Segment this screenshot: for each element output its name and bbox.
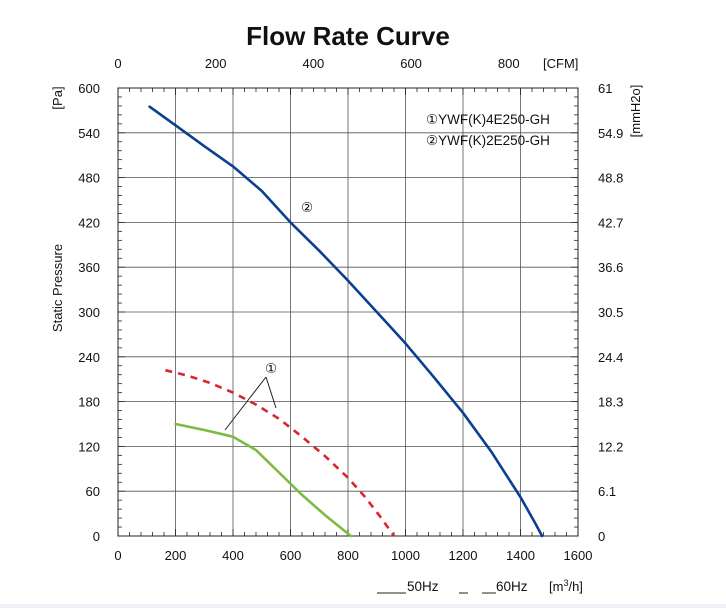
y-right-unit-label: [mmH2o] (628, 85, 643, 138)
y-right-tick-label: 36.6 (598, 260, 623, 275)
x-tick-label: 0 (114, 548, 121, 563)
y-tick-label: 480 (78, 171, 100, 186)
annotation-leader-1a (224, 376, 267, 431)
x-unit-label: [m3/h] (549, 578, 583, 594)
frequency-legend: 50Hz 60Hz (377, 579, 528, 594)
y-right-tick-label: 0 (598, 529, 605, 544)
y-right-tick-label: 30.5 (598, 305, 623, 320)
y-right-tick-label: 6.1 (598, 484, 616, 499)
x-top-unit-label: [CFM] (543, 56, 578, 71)
x-tick-label: 400 (222, 548, 244, 563)
freq-legend-50hz: 50Hz (407, 579, 439, 594)
y-tick-label: 0 (93, 529, 100, 544)
x-tick-label: 800 (337, 548, 359, 563)
y-right-tick-label: 24.4 (598, 350, 623, 365)
annotation-leader-1b (265, 376, 277, 409)
y-tick-label: 420 (78, 215, 100, 230)
legend-item-2: ②YWF(K)2E250-GH (426, 133, 550, 148)
y-right-tick-label: 42.7 (598, 215, 623, 230)
x-tick-label: 200 (165, 548, 187, 563)
series-line-3-solid (148, 105, 544, 538)
y-unit-label: [Pa] (50, 86, 65, 109)
y-axis-label: Static Pressure (50, 244, 65, 332)
x-tick-label: 1600 (564, 548, 593, 563)
y-right-tick-label: 12.2 (598, 439, 623, 454)
y-right-tick-label: 61 (598, 81, 612, 96)
x-tick-label: 1200 (449, 548, 478, 563)
legend: ①YWF(K)4E250-GH ②YWF(K)2E250-GH (426, 112, 550, 148)
y-tick-label: 600 (78, 81, 100, 96)
annotation-layer: ① ② (224, 200, 313, 431)
series-line-1-solid (174, 422, 353, 538)
bottom-strip (0, 604, 726, 608)
x-top-tick-label: 0 (114, 56, 121, 71)
series-layer (148, 105, 544, 538)
x-tick-label: 600 (280, 548, 302, 563)
x-top-tick-label: 200 (205, 56, 227, 71)
x-tick-label: 1400 (506, 548, 535, 563)
minor-ticks (117, 87, 579, 537)
y-tick-label: 120 (78, 439, 100, 454)
freq-legend-60hz: 60Hz (496, 579, 528, 594)
x-top-tick-label: 600 (400, 56, 422, 71)
y-tick-label: 180 (78, 395, 100, 410)
y-right-tick-label: 18.3 (598, 395, 623, 410)
y-right-tick-label: 48.8 (598, 171, 623, 186)
grid (118, 88, 578, 536)
y-right-tick-label: 54.9 (598, 126, 623, 141)
x-top-tick-label: 400 (303, 56, 325, 71)
plot-frame (117, 87, 579, 537)
tick-labels: 0 200 400 600 800 1000 1200 1400 1600 0 60 120 180 24… (78, 56, 623, 563)
annotation-curve-1: ① (265, 361, 277, 376)
y-tick-label: 540 (78, 126, 100, 141)
x-tick-label: 1000 (391, 548, 420, 563)
annotation-curve-2: ② (301, 200, 313, 215)
y-tick-label: 360 (78, 260, 100, 275)
y-tick-label: 240 (78, 350, 100, 365)
legend-item-1: ①YWF(K)4E250-GH (426, 112, 550, 127)
y-tick-label: 300 (78, 305, 100, 320)
y-tick-label: 60 (86, 484, 100, 499)
x-top-tick-label: 800 (498, 56, 520, 71)
series-line-2-dashed (165, 368, 396, 537)
chart-title: Flow Rate Curve (246, 21, 450, 51)
